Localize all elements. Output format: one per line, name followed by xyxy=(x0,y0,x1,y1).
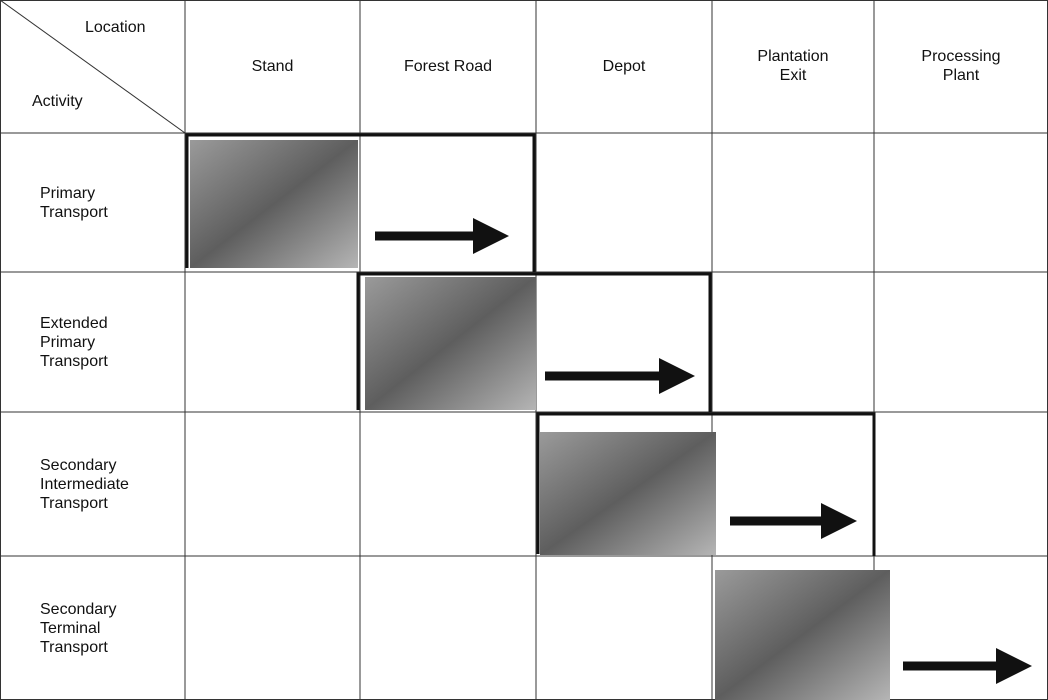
photos xyxy=(190,140,890,700)
photo xyxy=(715,570,890,700)
column-header: Plantation Exit xyxy=(757,48,829,84)
corner-column-header: Location xyxy=(85,19,146,36)
corner-row-header: Activity xyxy=(32,93,83,110)
row-header: Secondary Intermediate Transport xyxy=(40,456,129,512)
row-header: Secondary Terminal Transport xyxy=(40,600,117,656)
row-header: Extended Primary Transport xyxy=(40,314,108,370)
photo xyxy=(540,432,716,555)
column-header: Depot xyxy=(602,57,646,75)
column-header: Stand xyxy=(251,57,294,75)
column-header: Forest Road xyxy=(403,57,493,75)
arrows xyxy=(375,218,1032,684)
flow-outlines xyxy=(185,133,876,556)
photo xyxy=(190,140,358,268)
column-header: Processing Plant xyxy=(921,48,1001,84)
photo xyxy=(365,277,536,410)
row-header: Primary Transport xyxy=(40,184,108,221)
